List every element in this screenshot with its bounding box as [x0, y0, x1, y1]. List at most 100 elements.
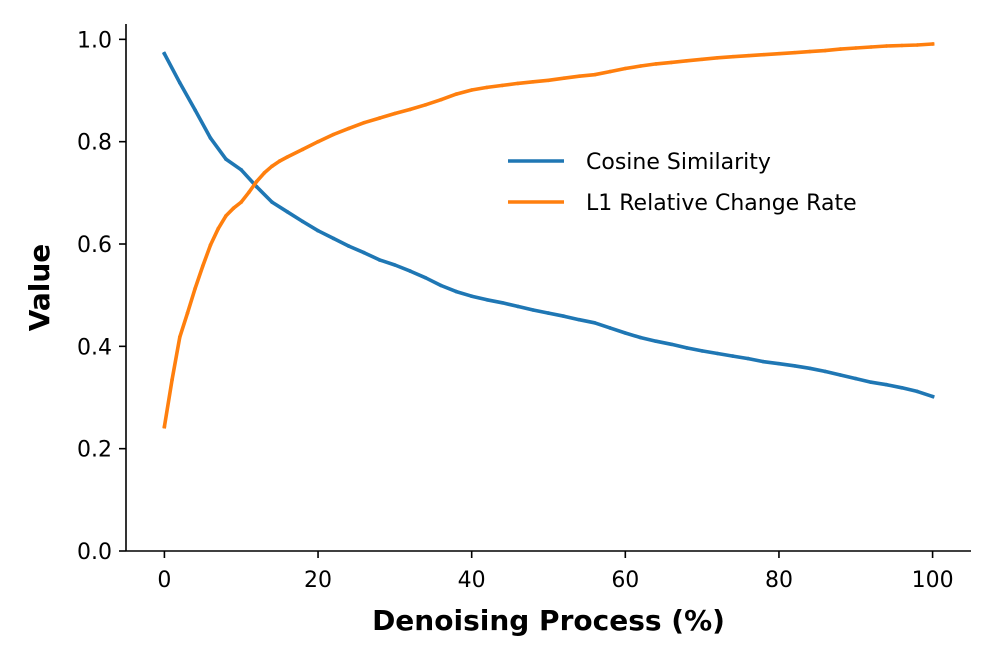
data-point: [884, 44, 889, 48]
x-tick-label: 60: [611, 568, 639, 593]
data-point: [316, 139, 320, 144]
data-point: [685, 59, 689, 63]
data-point: [500, 301, 505, 305]
data-point: [285, 210, 290, 214]
y-tick-label: 1.0: [77, 28, 112, 53]
x-axis-ticks: 0 20 40 60 80 100: [157, 551, 954, 593]
axes: 0 20 40 60 80 100 0.0 0.2 0.4 0.6 0.8 1.0: [77, 24, 971, 593]
data-point: [869, 380, 873, 385]
data-point: [408, 107, 413, 112]
data-point: [838, 47, 843, 51]
data-point: [224, 157, 228, 161]
data-point: [178, 81, 182, 85]
data-point: [900, 386, 904, 390]
y-tick-label: 0.2: [77, 438, 112, 463]
data-point: [854, 376, 858, 381]
data-point: [777, 361, 781, 366]
x-tick-label: 100: [912, 568, 954, 593]
data-point: [746, 356, 750, 361]
data-point: [807, 49, 812, 54]
data-point: [608, 326, 612, 330]
data-point: [347, 126, 351, 131]
data-point: [362, 250, 366, 255]
data-point: [807, 366, 812, 371]
data-point: [900, 43, 904, 48]
data-point: [577, 317, 581, 322]
data-point: [669, 60, 674, 65]
data-point: [700, 57, 704, 62]
data-point: [393, 111, 397, 116]
data-point: [715, 56, 720, 60]
data-point: [608, 69, 612, 74]
data-point: [638, 335, 643, 340]
data-point: [393, 263, 397, 267]
x-tick-label: 40: [458, 568, 486, 593]
data-point: [884, 382, 889, 387]
x-tick-label: 20: [304, 568, 332, 593]
series-line-0: [161, 51, 935, 399]
data-point: [377, 116, 382, 120]
data-point: [638, 64, 643, 68]
data-point: [700, 349, 704, 353]
data-point: [485, 298, 489, 302]
legend-label-1: L1 Relative Change Rate: [586, 191, 857, 216]
data-point: [231, 206, 236, 210]
data-point: [869, 45, 873, 49]
y-tick-label: 0.4: [77, 335, 112, 360]
data-point: [592, 321, 597, 325]
data-point: [247, 190, 251, 195]
data-point: [178, 335, 182, 339]
data-point: [761, 359, 766, 364]
data-point: [469, 88, 474, 92]
data-point: [239, 200, 243, 204]
data-point: [792, 364, 797, 368]
data-point: [915, 43, 919, 47]
data-point: [731, 54, 735, 59]
data-point: [285, 155, 290, 159]
plot-area: [161, 42, 935, 429]
data-point: [623, 331, 628, 335]
data-point: [162, 51, 167, 56]
data-point: [823, 48, 827, 53]
data-point: [208, 243, 213, 247]
data-point: [270, 164, 274, 168]
x-tick-label: 0: [157, 568, 171, 593]
data-point: [623, 66, 628, 71]
y-axis-title: Value: [23, 244, 56, 332]
x-tick-label: 80: [765, 568, 793, 593]
data-point: [685, 346, 689, 350]
data-point: [224, 214, 228, 218]
data-point: [715, 351, 720, 356]
data-point: [531, 80, 535, 84]
data-point: [362, 120, 366, 125]
data-point: [854, 46, 858, 50]
data-point: [270, 200, 274, 204]
data-point: [562, 76, 566, 80]
data-point: [654, 339, 658, 344]
data-point: [439, 97, 443, 102]
data-point: [162, 424, 167, 429]
data-point: [823, 369, 827, 374]
data-point: [193, 108, 197, 112]
legend: Cosine Similarity L1 Relative Change Rate: [508, 150, 857, 216]
data-point: [454, 289, 459, 294]
data-point: [193, 286, 197, 291]
data-point: [930, 42, 935, 46]
data-point: [930, 394, 935, 399]
data-point: [408, 269, 413, 273]
data-point: [170, 377, 174, 382]
data-point: [331, 132, 336, 137]
data-point: [331, 236, 336, 241]
data-point: [316, 228, 320, 233]
data-point: [516, 81, 520, 86]
data-point: [439, 283, 443, 288]
data-point: [746, 53, 750, 58]
data-point: [562, 314, 566, 319]
data-point: [185, 311, 190, 315]
data-point: [347, 244, 351, 248]
data-point: [469, 294, 474, 299]
data-point: [485, 85, 489, 90]
data-point: [208, 136, 213, 140]
data-point: [300, 219, 305, 224]
